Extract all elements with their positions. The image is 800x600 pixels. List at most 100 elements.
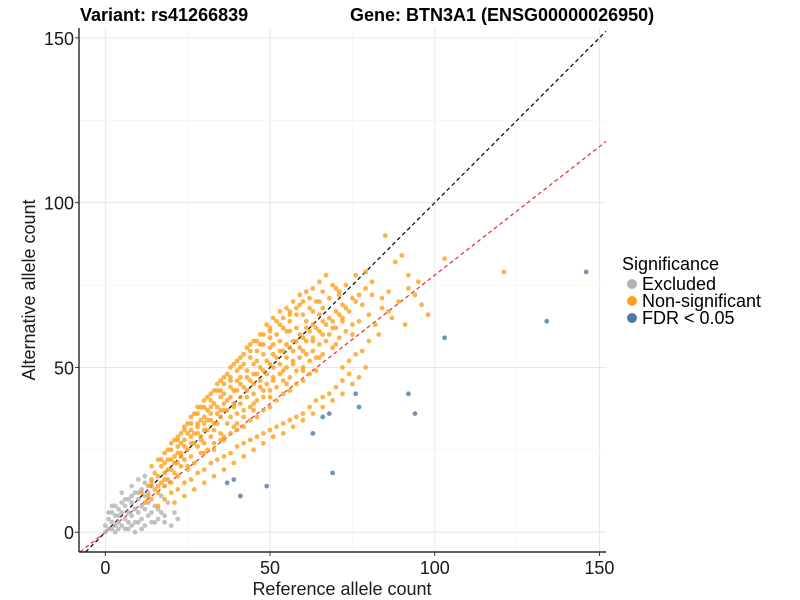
point-non-significant	[251, 381, 256, 387]
point-excluded	[162, 513, 168, 519]
point-non-significant	[300, 335, 306, 341]
point-excluded	[135, 490, 141, 496]
point-non-significant	[241, 407, 247, 413]
point-non-significant	[284, 355, 289, 360]
point-non-significant	[350, 322, 355, 327]
point-excluded	[109, 503, 115, 509]
point-fdr-0-05	[583, 269, 589, 275]
point-non-significant	[294, 305, 299, 311]
point-non-significant	[162, 483, 168, 489]
point-non-significant	[214, 388, 220, 393]
point-non-significant	[310, 286, 316, 291]
point-non-significant	[168, 440, 174, 446]
point-non-significant	[205, 447, 210, 453]
legend-swatch-fdr	[627, 313, 637, 323]
point-fdr-0-05	[310, 431, 316, 436]
point-non-significant	[264, 322, 270, 327]
point-non-significant	[280, 391, 286, 397]
point-non-significant	[195, 404, 201, 410]
point-non-significant	[274, 355, 279, 360]
legend-title: Significance	[622, 254, 719, 274]
point-non-significant	[254, 358, 260, 364]
point-non-significant	[287, 345, 293, 351]
point-non-significant	[336, 312, 342, 318]
point-non-significant	[307, 305, 312, 311]
legend-swatch-excluded	[627, 279, 637, 289]
point-non-significant	[340, 391, 345, 397]
point-non-significant	[267, 328, 273, 334]
point-fdr-0-05	[356, 404, 362, 410]
point-excluded	[135, 519, 141, 525]
point-excluded	[152, 519, 158, 525]
point-non-significant	[218, 431, 224, 436]
point-non-significant	[303, 351, 309, 357]
point-excluded	[125, 519, 131, 525]
point-non-significant	[257, 332, 263, 337]
point-non-significant	[162, 477, 168, 482]
point-non-significant	[201, 414, 207, 420]
point-non-significant	[336, 335, 342, 341]
point-non-significant	[247, 348, 253, 354]
point-non-significant	[208, 417, 214, 423]
point-non-significant	[294, 312, 299, 318]
point-non-significant	[340, 315, 345, 321]
point-non-significant	[313, 355, 319, 360]
point-non-significant	[172, 500, 177, 505]
point-non-significant	[191, 440, 197, 446]
point-non-significant	[168, 480, 174, 486]
point-non-significant	[297, 355, 303, 360]
point-excluded	[145, 500, 151, 505]
point-non-significant	[234, 427, 240, 433]
point-non-significant	[261, 440, 266, 446]
point-non-significant	[284, 328, 289, 334]
point-non-significant	[274, 424, 279, 430]
point-non-significant	[333, 325, 339, 331]
y-tick-label: 100	[44, 194, 74, 214]
point-non-significant	[343, 305, 349, 311]
point-non-significant	[373, 322, 378, 327]
point-excluded	[139, 526, 145, 532]
point-non-significant	[188, 427, 194, 433]
point-non-significant	[277, 348, 283, 354]
point-non-significant	[389, 315, 395, 321]
point-non-significant	[218, 394, 224, 400]
point-non-significant	[369, 279, 375, 285]
legend: Significance Excluded Non-significant FD…	[622, 254, 761, 328]
point-non-significant	[188, 440, 194, 446]
point-non-significant	[320, 404, 326, 410]
point-non-significant	[251, 361, 256, 367]
point-non-significant	[182, 493, 187, 499]
point-non-significant	[241, 384, 247, 390]
point-non-significant	[336, 289, 342, 294]
point-non-significant	[280, 348, 286, 354]
point-non-significant	[165, 477, 171, 482]
point-excluded	[106, 510, 111, 515]
point-non-significant	[300, 312, 306, 318]
point-non-significant	[178, 440, 184, 446]
point-non-significant	[218, 437, 224, 443]
point-non-significant	[211, 401, 217, 407]
point-fdr-0-05	[238, 493, 243, 499]
point-non-significant	[221, 454, 227, 459]
point-non-significant	[152, 470, 158, 476]
point-non-significant	[205, 394, 210, 400]
point-non-significant	[270, 342, 276, 347]
point-non-significant	[284, 365, 289, 370]
point-non-significant	[307, 295, 312, 301]
y-tick-label: 50	[54, 358, 74, 378]
point-non-significant	[303, 325, 309, 331]
point-non-significant	[218, 378, 224, 383]
point-non-significant	[195, 411, 201, 416]
point-non-significant	[168, 457, 174, 463]
point-non-significant	[307, 328, 312, 334]
x-axis-title: Reference allele count	[252, 579, 431, 599]
point-non-significant	[280, 378, 286, 383]
point-non-significant	[376, 332, 382, 337]
point-non-significant	[185, 431, 191, 436]
point-non-significant	[290, 338, 296, 344]
point-excluded	[129, 513, 135, 519]
point-non-significant	[228, 414, 233, 420]
point-non-significant	[382, 233, 388, 239]
point-non-significant	[320, 394, 326, 400]
point-non-significant	[340, 378, 345, 383]
